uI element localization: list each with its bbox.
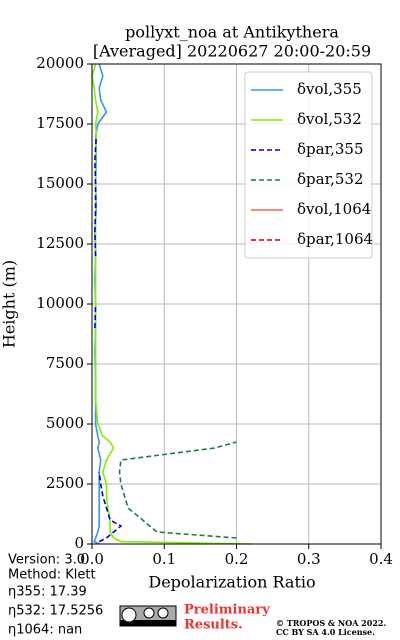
x-tick-label: 0.0 (80, 550, 104, 568)
legend-box (244, 71, 373, 259)
y-tick-label: 7500 (46, 354, 84, 372)
info-text: η1064: nan (8, 623, 82, 638)
legend-label: δvol,355 (297, 80, 362, 98)
preliminary-text: Results. (184, 618, 243, 633)
cc-logo (119, 605, 177, 627)
plot-frame (91, 63, 382, 545)
info-text: Method: Klett (8, 568, 96, 583)
license-text: CC BY SA 4.0 License. (276, 627, 375, 637)
y-tick-label: 2500 (46, 474, 84, 492)
x-tick-label: 0.2 (225, 550, 249, 568)
legend-label: δpar,355 (297, 140, 364, 158)
y-tick-label: 10000 (36, 294, 84, 312)
data-line (94, 135, 123, 543)
legend-label: δvol,1064 (297, 200, 371, 218)
y-tick-label: 17500 (36, 114, 84, 132)
legend-label: δvol,532 (297, 110, 362, 128)
y-axis-label: Height (m) (0, 260, 19, 348)
copyright-text: © TROPOS & NOA 2022. (276, 618, 386, 628)
chart-subtitle: [Averaged] 20220627 20:00-20:59 (93, 42, 371, 61)
legend-label: δpar,1064 (297, 230, 373, 248)
info-text: η532: 17.5256 (8, 604, 103, 619)
y-tick-label: 0 (74, 534, 84, 552)
legend-label: δpar,532 (297, 170, 364, 188)
preliminary-text: Preliminary (184, 603, 270, 618)
x-tick-label: 0.4 (369, 550, 393, 568)
x-axis-label: Depolarization Ratio (148, 573, 315, 592)
x-tick-label: 0.3 (297, 550, 321, 568)
y-tick-label: 12500 (36, 234, 84, 252)
data-line (118, 441, 237, 539)
x-tick-label: 0.1 (152, 550, 176, 568)
legend: δvol,355 δvol,532 δpar,355 δpar,532 δvol,106… (244, 71, 373, 259)
y-tick-label: 20000 (36, 54, 84, 72)
y-tick-label: 5000 (46, 414, 84, 432)
chart-title: pollyxt_noa at Antikythera (125, 23, 339, 42)
info-text: Version: 3.0 (8, 553, 85, 568)
y-tick-label: 15000 (36, 174, 84, 192)
info-text: η355: 17.39 (8, 585, 87, 600)
